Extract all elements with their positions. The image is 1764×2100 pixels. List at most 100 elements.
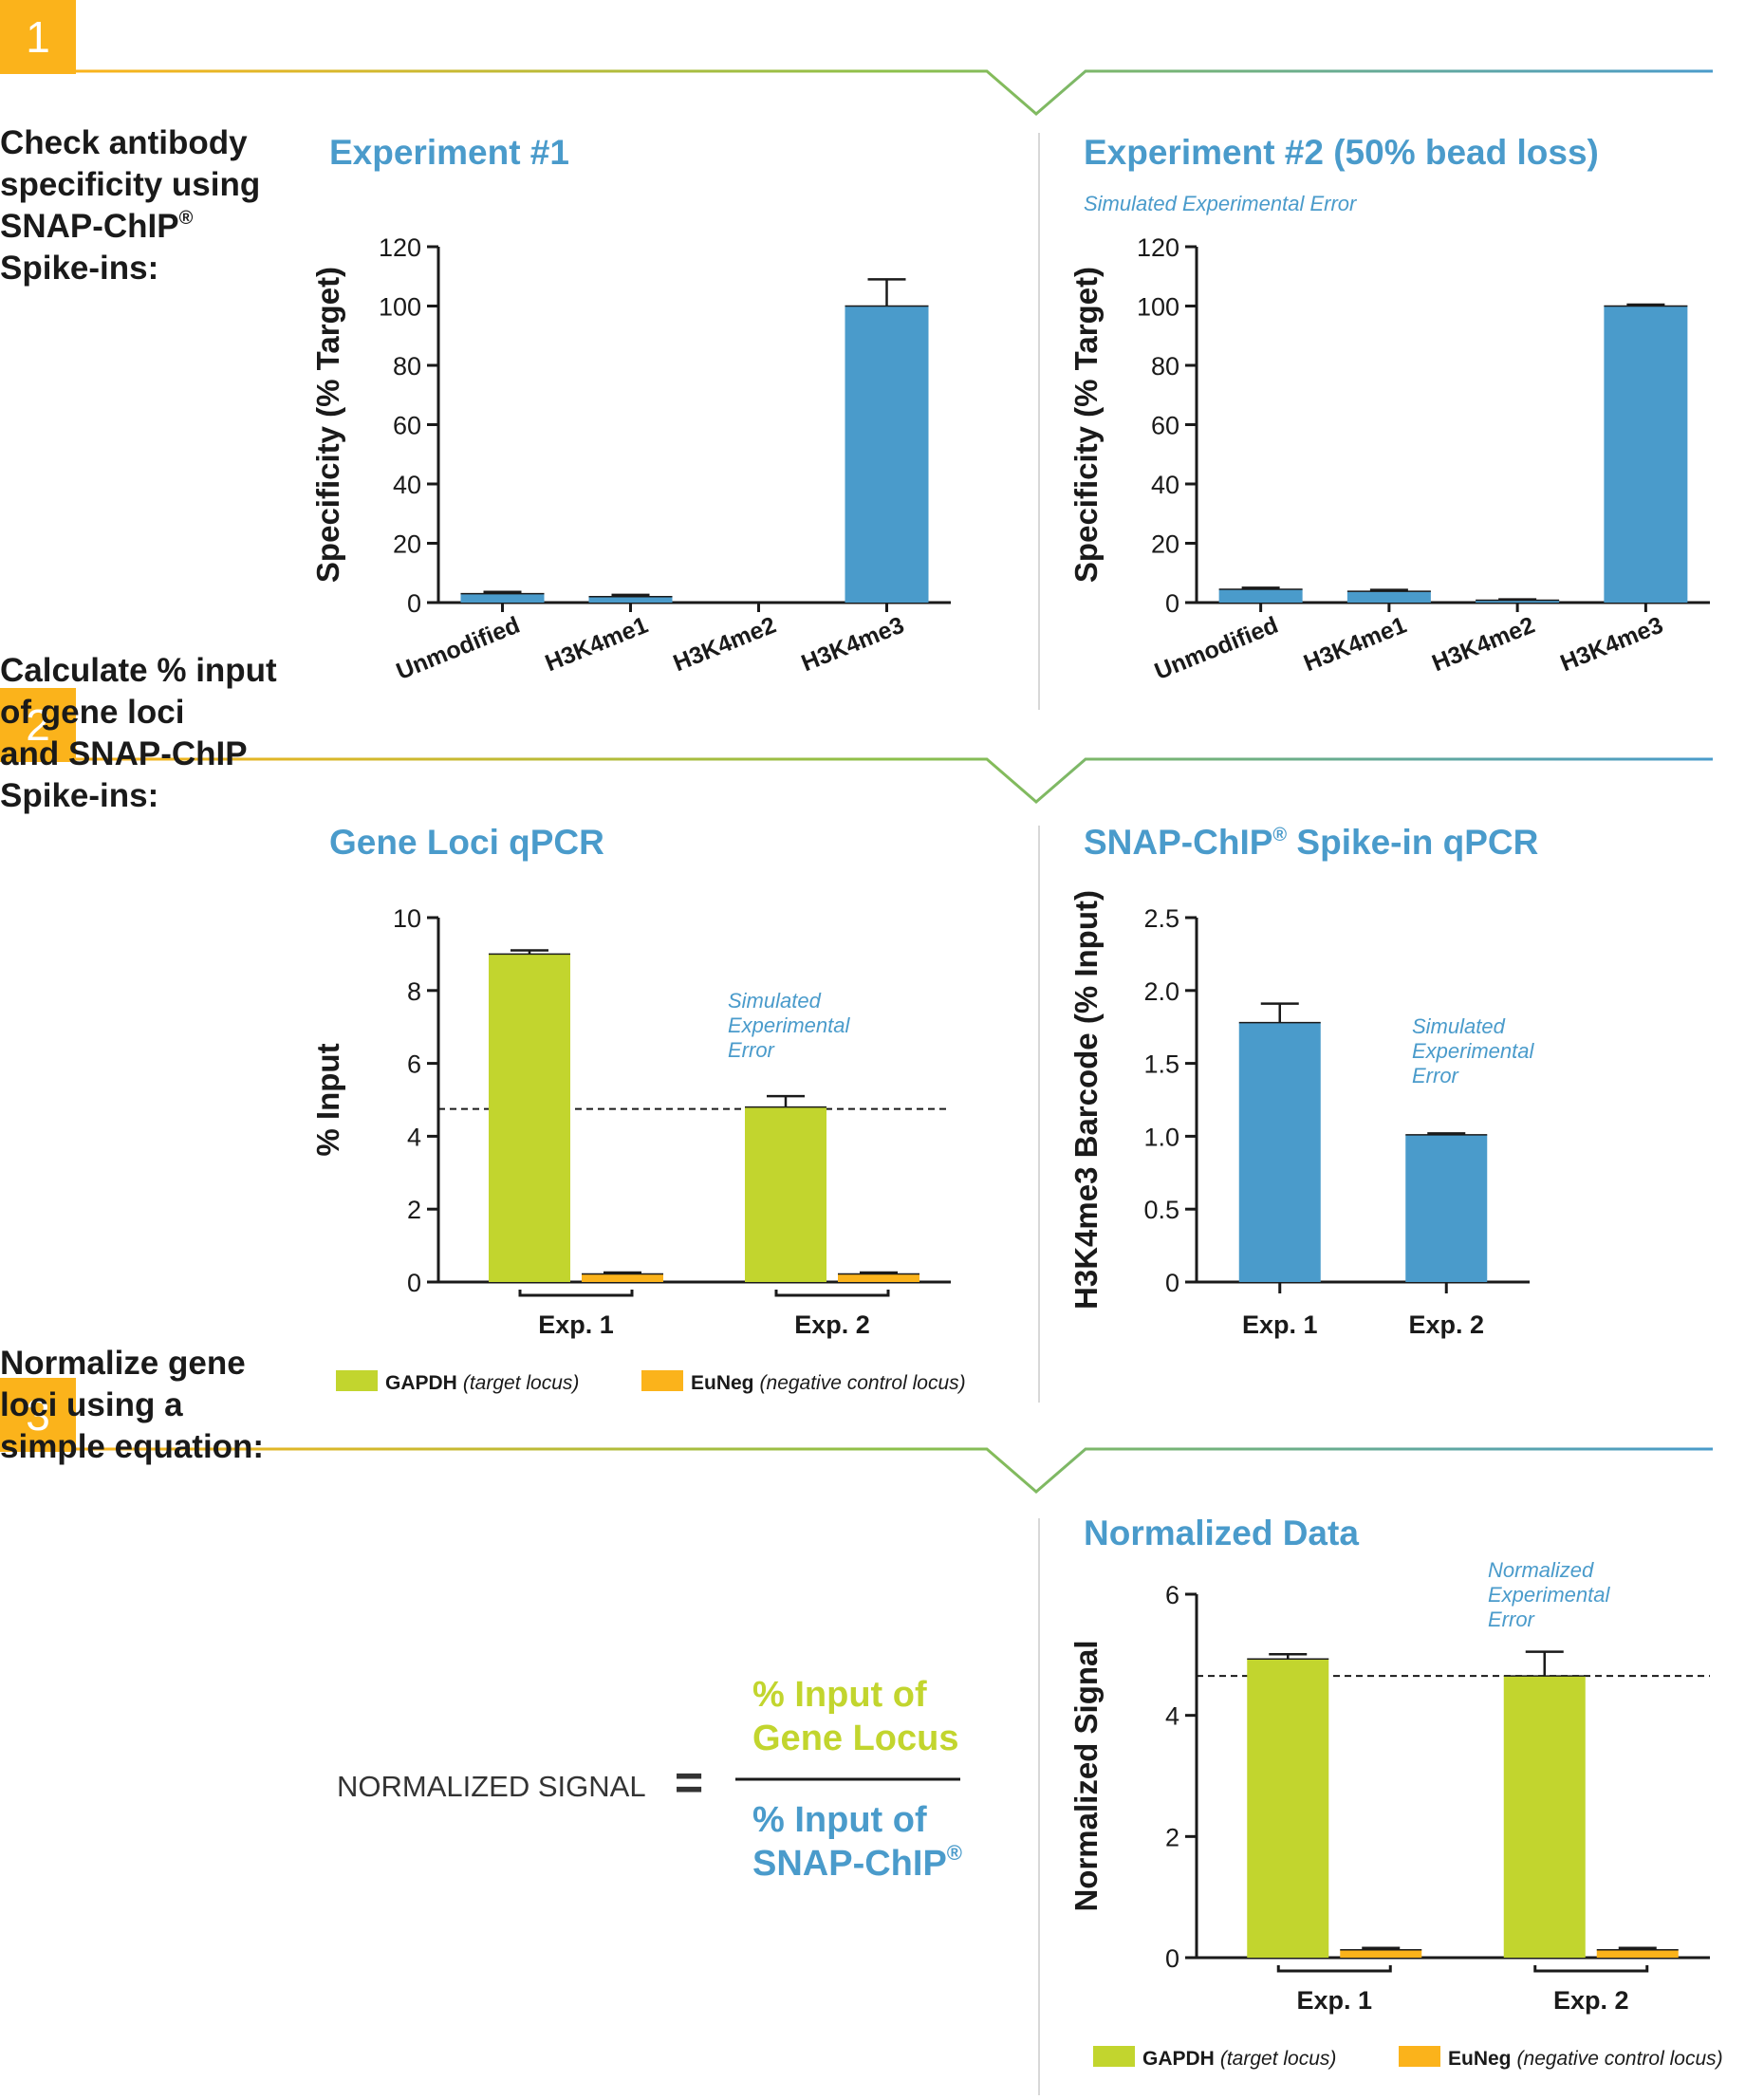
x-tick-label: Exp. 2 xyxy=(1553,1986,1629,2015)
chart-exp2: Experiment #2 (50% bead loss) Simulated E… xyxy=(1068,133,1710,685)
y-tick-label: 20 xyxy=(1151,530,1179,559)
x-tick-label: H3K4me1 xyxy=(1300,612,1410,678)
y-tick-label: 80 xyxy=(1151,352,1179,381)
legend-label-euneg: EuNeg (negative control locus) xyxy=(1448,2048,1723,2070)
section-heading-line: Spike-ins: xyxy=(0,777,158,814)
x-tick-label: Unmodified xyxy=(1151,612,1282,685)
y-tick-label: 0 xyxy=(1165,1944,1179,1973)
chart-title: Experiment #2 (50% bead loss) xyxy=(1084,133,1599,172)
y-tick-label: 80 xyxy=(393,352,421,381)
section-divider-line xyxy=(76,757,1713,804)
equation-equals: = xyxy=(675,1756,703,1811)
x-tick-label: Exp. 1 xyxy=(1242,1310,1318,1339)
chart-annotation: Simulated xyxy=(728,989,822,1013)
x-tick-label: H3K4me1 xyxy=(542,612,652,678)
y-tick-label: 0 xyxy=(407,589,421,618)
y-tick-label: 120 xyxy=(1137,233,1179,262)
x-tick-label: Exp. 2 xyxy=(1408,1310,1484,1339)
bar-gene-euneg-1 xyxy=(582,1273,663,1282)
chart-gene: Gene Loci qPCR % Input 0 2 4 6 8 10 Exp. 1 Exp. 2… xyxy=(310,823,951,1339)
equation-numerator: % Input of xyxy=(752,1675,927,1715)
legend-label-gapdh: GAPDH (target locus) xyxy=(385,1372,579,1394)
chart-title: Experiment #1 xyxy=(329,133,569,172)
y-tick-label: 1.5 xyxy=(1143,1050,1179,1079)
chart-annotation: Error xyxy=(1488,1608,1536,1631)
bar-exp1-value-2 xyxy=(588,596,673,603)
y-tick-label: 2 xyxy=(407,1196,421,1224)
y-tick-label: 6 xyxy=(407,1050,421,1079)
bar-norm-gapdh-1 xyxy=(1247,1659,1329,1958)
legend-name: EuNeg xyxy=(1448,2048,1512,2070)
step-number: 1 xyxy=(26,12,50,62)
legend-swatch-euneg xyxy=(1399,2046,1440,2067)
x-tick-label: H3K4me3 xyxy=(1556,612,1666,678)
bar-norm-euneg-2 xyxy=(1596,1949,1679,1958)
legend-gene: GAPDH (target locus) EuNeg (negative contro… xyxy=(336,1370,966,1394)
y-axis-label: H3K4me3 Barcode (% Input) xyxy=(1068,890,1104,1310)
x-tick-label: Exp. 1 xyxy=(1296,1986,1372,2015)
step-number-box xyxy=(0,688,76,762)
y-tick-label: 4 xyxy=(1165,1702,1179,1731)
bar-exp1-value-4 xyxy=(845,306,929,603)
chart-subtitle: Simulated Experimental Error xyxy=(1084,192,1358,215)
y-tick-label: 100 xyxy=(379,293,421,322)
y-tick-label: 2 xyxy=(1165,1823,1179,1851)
x-tick-label: H3K4me3 xyxy=(798,612,908,678)
bar-exp2-value-2 xyxy=(1346,591,1431,603)
step-number: 3 xyxy=(26,1390,50,1440)
y-tick-label: 120 xyxy=(379,233,421,262)
bar-gene-gapdh-2 xyxy=(745,1106,826,1282)
bar-gene-gapdh-1 xyxy=(489,954,570,1282)
section-divider-line xyxy=(76,69,1713,116)
chart-annotation: Normalized xyxy=(1488,1558,1594,1582)
y-axis-label: % Input xyxy=(310,1043,345,1156)
chart-annotation: Experimental xyxy=(1488,1583,1611,1607)
chart-annotation: Error xyxy=(1412,1064,1460,1087)
section-2: 2 Calculate % input of gene loci and SNAP-C… xyxy=(0,652,1713,814)
legend-note: (negative control locus) xyxy=(760,1372,966,1394)
legend-note: (target locus) xyxy=(1220,2048,1337,2070)
chart-spike: SNAP-ChIP® Spike-in qPCR H3K4me3 Barcode … xyxy=(1068,823,1538,1339)
chart-title: SNAP-ChIP® Spike-in qPCR xyxy=(1084,823,1538,862)
y-tick-label: 4 xyxy=(407,1123,421,1151)
chart-title: Normalized Data xyxy=(1084,1514,1359,1552)
step-number-box xyxy=(0,1378,76,1452)
equation-lhs: NORMALIZED SIGNAL xyxy=(337,1770,646,1803)
y-tick-label: 20 xyxy=(393,530,421,559)
legend-name: GAPDH xyxy=(385,1372,457,1394)
section-heading-line: specificity using xyxy=(0,166,260,203)
legend-norm: GAPDH (target locus) EuNeg (negative contro… xyxy=(1093,2046,1723,2070)
legend-label-gapdh: GAPDH (target locus) xyxy=(1142,2048,1336,2070)
chart-annotation: Experimental xyxy=(1412,1039,1535,1063)
x-tick-label: Exp. 1 xyxy=(538,1310,614,1339)
y-tick-label: 10 xyxy=(393,904,421,933)
legend-note: (target locus) xyxy=(463,1372,580,1394)
y-tick-label: 0 xyxy=(407,1269,421,1297)
y-tick-label: 40 xyxy=(1151,471,1179,499)
normalization-equation: NORMALIZED SIGNAL = % Input of Gene Locus % … xyxy=(337,1675,962,1884)
x-tick-label: Unmodified xyxy=(393,612,524,685)
y-tick-label: 2.5 xyxy=(1143,904,1179,933)
chart-norm: Normalized Data Normalized Signal 0 2 4 6 Exp.… xyxy=(1068,1514,1710,2015)
y-tick-label: 60 xyxy=(393,412,421,440)
y-axis-label: Specificity (% Target) xyxy=(310,267,345,583)
y-tick-label: 0 xyxy=(1165,1269,1179,1297)
section-heading-line: Spike-ins: xyxy=(0,250,158,287)
section-heading-line: simple equation: xyxy=(0,1428,264,1465)
equation-denominator: SNAP-ChIP® xyxy=(752,1841,962,1884)
section-heading-line: loci using a xyxy=(0,1386,183,1423)
y-tick-label: 2.0 xyxy=(1143,977,1179,1006)
bar-exp2-value-4 xyxy=(1604,306,1688,603)
y-tick-label: 40 xyxy=(393,471,421,499)
section-heading-line: and SNAP-ChIP xyxy=(0,735,248,772)
chart-annotation: Error xyxy=(728,1038,776,1062)
chart-exp1: Experiment #1 Specificity (% Target) 0 20 40… xyxy=(310,133,951,685)
section-heading-line: of gene loci xyxy=(0,694,184,731)
group-bracket xyxy=(518,1290,634,1297)
registered-mark: ® xyxy=(1272,825,1287,846)
section-heading-line: SNAP-ChIP® xyxy=(0,208,194,245)
group-bracket xyxy=(1533,1965,1649,1973)
section-1: 1 Check antibody specificity using SNAP-ChI… xyxy=(0,0,1713,287)
